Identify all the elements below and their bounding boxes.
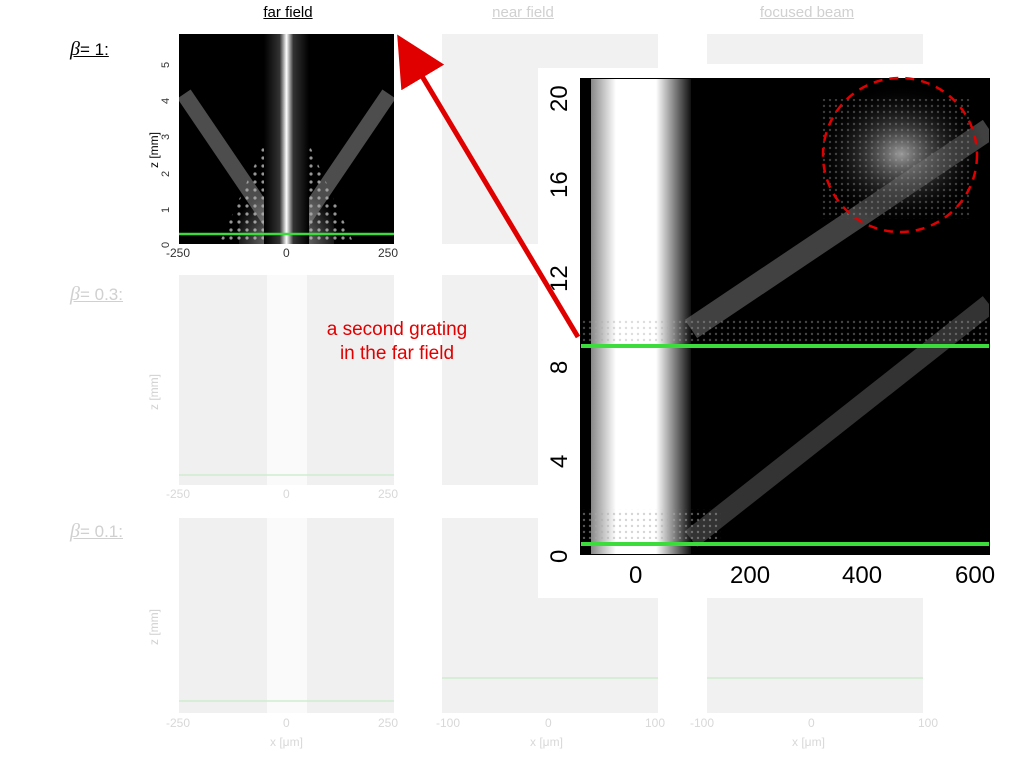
focused-beam-panel-beta-1: [707, 34, 923, 64]
highlight-circle: [821, 76, 979, 234]
column-title-far-field: far field: [263, 4, 313, 21]
far-field-panel-beta-0.3: [179, 275, 394, 485]
nf-xtick-100: 100: [645, 716, 666, 730]
row-label-beta-1: β= 1:: [70, 38, 109, 60]
fb-xtick-neg100: -100: [690, 716, 715, 730]
zoom-xtick-400: 400: [842, 562, 883, 589]
column-title-focused-beam: focused beam: [759, 4, 855, 21]
ff2-xtick-neg250: -250: [166, 487, 191, 501]
far-field-panel-beta-1: [179, 34, 394, 244]
zoom-xtick-200: 200: [730, 562, 771, 589]
zoom-xtick-0: 0: [629, 562, 643, 589]
row-label-beta-0.1: β= 0.1:: [70, 520, 123, 542]
ff3-xtick-250: 250: [378, 716, 399, 730]
fb-xlabel: x [μm]: [792, 735, 825, 749]
ff2-xtick-0: 0: [283, 487, 290, 501]
ff3-xtick-neg250: -250: [166, 716, 191, 730]
zoom-xtick-600: 600: [955, 562, 996, 589]
ff3-xtick-0: 0: [283, 716, 290, 730]
annotation-arrow: [397, 34, 581, 339]
annotation-line-2: in the far field: [339, 343, 455, 364]
ff1-xtick-neg250: -250: [166, 246, 191, 260]
ff3-xlabel: x [μm]: [270, 735, 303, 749]
nf-xtick-0: 0: [545, 716, 552, 730]
fb-xtick-100: 100: [918, 716, 939, 730]
focused-beam-panel-beta-0.1: [707, 598, 923, 713]
ff1-xtick-250: 250: [378, 246, 399, 260]
zoom-panel: [580, 78, 990, 555]
ff2-xtick-250: 250: [378, 487, 399, 501]
nf-xtick-neg100: -100: [436, 716, 461, 730]
nf-xlabel: x [μm]: [530, 735, 563, 749]
annotation-text: a second grating in the far field: [277, 318, 517, 366]
annotation-line-1: a second grating: [326, 319, 468, 340]
row-label-beta-0.3: β= 0.3:: [70, 283, 123, 305]
ff1-xtick-0: 0: [283, 246, 290, 260]
column-title-near-field: near field: [492, 4, 554, 21]
fb-xtick-0: 0: [808, 716, 815, 730]
far-field-panel-beta-0.1: [179, 518, 394, 713]
